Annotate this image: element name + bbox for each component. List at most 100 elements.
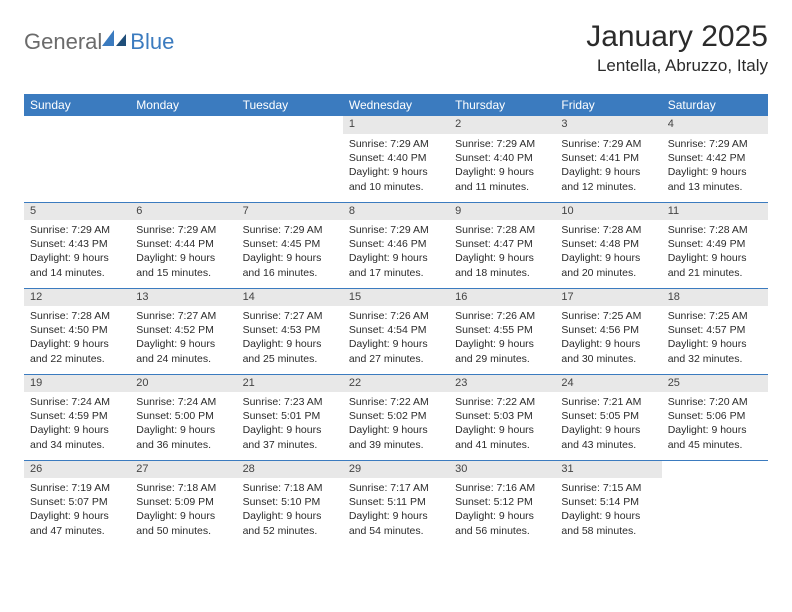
- day-header: Friday: [555, 94, 661, 116]
- day-detail-cell: Sunrise: 7:24 AMSunset: 4:59 PMDaylight:…: [24, 392, 130, 460]
- week-num-row: 567891011: [24, 202, 768, 220]
- day-detail-cell: Sunrise: 7:29 AMSunset: 4:41 PMDaylight:…: [555, 134, 661, 202]
- day-detail-cell: [24, 134, 130, 202]
- day-number-cell: 31: [555, 460, 661, 478]
- day-number-cell: 3: [555, 116, 661, 134]
- day-header: Wednesday: [343, 94, 449, 116]
- day-detail-cell: Sunrise: 7:15 AMSunset: 5:14 PMDaylight:…: [555, 478, 661, 546]
- week-detail-row: Sunrise: 7:28 AMSunset: 4:50 PMDaylight:…: [24, 306, 768, 374]
- day-number-cell: 7: [237, 202, 343, 220]
- day-number-cell: 4: [662, 116, 768, 134]
- logo-sail-icon: [102, 28, 128, 46]
- day-detail-cell: Sunrise: 7:22 AMSunset: 5:02 PMDaylight:…: [343, 392, 449, 460]
- week-detail-row: Sunrise: 7:24 AMSunset: 4:59 PMDaylight:…: [24, 392, 768, 460]
- day-detail-cell: Sunrise: 7:29 AMSunset: 4:44 PMDaylight:…: [130, 220, 236, 288]
- day-number-cell: [130, 116, 236, 134]
- day-detail-cell: Sunrise: 7:29 AMSunset: 4:40 PMDaylight:…: [449, 134, 555, 202]
- day-number-cell: 1: [343, 116, 449, 134]
- day-number-cell: 24: [555, 374, 661, 392]
- week-detail-row: Sunrise: 7:19 AMSunset: 5:07 PMDaylight:…: [24, 478, 768, 546]
- day-detail-cell: Sunrise: 7:28 AMSunset: 4:49 PMDaylight:…: [662, 220, 768, 288]
- day-detail-cell: Sunrise: 7:26 AMSunset: 4:54 PMDaylight:…: [343, 306, 449, 374]
- day-number-cell: 15: [343, 288, 449, 306]
- day-detail-cell: Sunrise: 7:28 AMSunset: 4:47 PMDaylight:…: [449, 220, 555, 288]
- day-number-cell: 27: [130, 460, 236, 478]
- day-number-cell: 26: [24, 460, 130, 478]
- day-number-cell: 13: [130, 288, 236, 306]
- day-number-cell: 5: [24, 202, 130, 220]
- logo: General Blue: [24, 20, 174, 56]
- day-detail-cell: Sunrise: 7:25 AMSunset: 4:57 PMDaylight:…: [662, 306, 768, 374]
- day-detail-cell: Sunrise: 7:17 AMSunset: 5:11 PMDaylight:…: [343, 478, 449, 546]
- day-number-cell: 25: [662, 374, 768, 392]
- day-detail-cell: Sunrise: 7:24 AMSunset: 5:00 PMDaylight:…: [130, 392, 236, 460]
- day-number-cell: 10: [555, 202, 661, 220]
- day-detail-cell: Sunrise: 7:29 AMSunset: 4:46 PMDaylight:…: [343, 220, 449, 288]
- week-num-row: 19202122232425: [24, 374, 768, 392]
- day-number-cell: 18: [662, 288, 768, 306]
- day-number-cell: 20: [130, 374, 236, 392]
- day-header: Sunday: [24, 94, 130, 116]
- day-detail-cell: Sunrise: 7:29 AMSunset: 4:43 PMDaylight:…: [24, 220, 130, 288]
- day-number-cell: 29: [343, 460, 449, 478]
- day-number-cell: 28: [237, 460, 343, 478]
- day-detail-cell: Sunrise: 7:19 AMSunset: 5:07 PMDaylight:…: [24, 478, 130, 546]
- day-number-cell: 22: [343, 374, 449, 392]
- day-number-cell: 12: [24, 288, 130, 306]
- day-header: Thursday: [449, 94, 555, 116]
- day-number-cell: 11: [662, 202, 768, 220]
- week-detail-row: Sunrise: 7:29 AMSunset: 4:40 PMDaylight:…: [24, 134, 768, 202]
- day-detail-cell: Sunrise: 7:18 AMSunset: 5:10 PMDaylight:…: [237, 478, 343, 546]
- week-num-row: 12131415161718: [24, 288, 768, 306]
- day-number-cell: 17: [555, 288, 661, 306]
- day-detail-cell: Sunrise: 7:27 AMSunset: 4:53 PMDaylight:…: [237, 306, 343, 374]
- day-detail-cell: Sunrise: 7:18 AMSunset: 5:09 PMDaylight:…: [130, 478, 236, 546]
- day-detail-cell: [662, 478, 768, 546]
- day-detail-cell: Sunrise: 7:25 AMSunset: 4:56 PMDaylight:…: [555, 306, 661, 374]
- day-detail-cell: [237, 134, 343, 202]
- day-number-cell: [24, 116, 130, 134]
- calendar-table: SundayMondayTuesdayWednesdayThursdayFrid…: [24, 94, 768, 546]
- day-detail-cell: Sunrise: 7:26 AMSunset: 4:55 PMDaylight:…: [449, 306, 555, 374]
- week-num-row: 1234: [24, 116, 768, 134]
- day-detail-cell: Sunrise: 7:29 AMSunset: 4:45 PMDaylight:…: [237, 220, 343, 288]
- day-detail-cell: Sunrise: 7:29 AMSunset: 4:42 PMDaylight:…: [662, 134, 768, 202]
- logo-text-1: General: [24, 29, 102, 55]
- day-header: Saturday: [662, 94, 768, 116]
- page-root: General Blue January 2025 Lentella, Abru…: [0, 0, 792, 546]
- calendar-body: 1234Sunrise: 7:29 AMSunset: 4:40 PMDayli…: [24, 116, 768, 546]
- day-detail-cell: Sunrise: 7:28 AMSunset: 4:50 PMDaylight:…: [24, 306, 130, 374]
- page-title: January 2025: [586, 20, 768, 54]
- day-header: Monday: [130, 94, 236, 116]
- header: General Blue January 2025 Lentella, Abru…: [24, 20, 768, 76]
- day-number-cell: 16: [449, 288, 555, 306]
- day-number-cell: 23: [449, 374, 555, 392]
- day-detail-cell: Sunrise: 7:27 AMSunset: 4:52 PMDaylight:…: [130, 306, 236, 374]
- week-detail-row: Sunrise: 7:29 AMSunset: 4:43 PMDaylight:…: [24, 220, 768, 288]
- day-detail-cell: [130, 134, 236, 202]
- day-number-cell: [237, 116, 343, 134]
- day-number-cell: [662, 460, 768, 478]
- week-num-row: 262728293031: [24, 460, 768, 478]
- calendar-head: SundayMondayTuesdayWednesdayThursdayFrid…: [24, 94, 768, 116]
- page-subtitle: Lentella, Abruzzo, Italy: [586, 56, 768, 76]
- day-detail-cell: Sunrise: 7:28 AMSunset: 4:48 PMDaylight:…: [555, 220, 661, 288]
- day-header: Tuesday: [237, 94, 343, 116]
- day-header-row: SundayMondayTuesdayWednesdayThursdayFrid…: [24, 94, 768, 116]
- day-number-cell: 21: [237, 374, 343, 392]
- title-block: January 2025 Lentella, Abruzzo, Italy: [586, 20, 768, 76]
- day-detail-cell: Sunrise: 7:20 AMSunset: 5:06 PMDaylight:…: [662, 392, 768, 460]
- day-detail-cell: Sunrise: 7:29 AMSunset: 4:40 PMDaylight:…: [343, 134, 449, 202]
- day-number-cell: 19: [24, 374, 130, 392]
- day-number-cell: 2: [449, 116, 555, 134]
- day-number-cell: 30: [449, 460, 555, 478]
- day-detail-cell: Sunrise: 7:23 AMSunset: 5:01 PMDaylight:…: [237, 392, 343, 460]
- day-number-cell: 14: [237, 288, 343, 306]
- day-number-cell: 8: [343, 202, 449, 220]
- day-number-cell: 9: [449, 202, 555, 220]
- day-detail-cell: Sunrise: 7:22 AMSunset: 5:03 PMDaylight:…: [449, 392, 555, 460]
- day-detail-cell: Sunrise: 7:21 AMSunset: 5:05 PMDaylight:…: [555, 392, 661, 460]
- logo-text-2: Blue: [130, 29, 174, 55]
- day-detail-cell: Sunrise: 7:16 AMSunset: 5:12 PMDaylight:…: [449, 478, 555, 546]
- day-number-cell: 6: [130, 202, 236, 220]
